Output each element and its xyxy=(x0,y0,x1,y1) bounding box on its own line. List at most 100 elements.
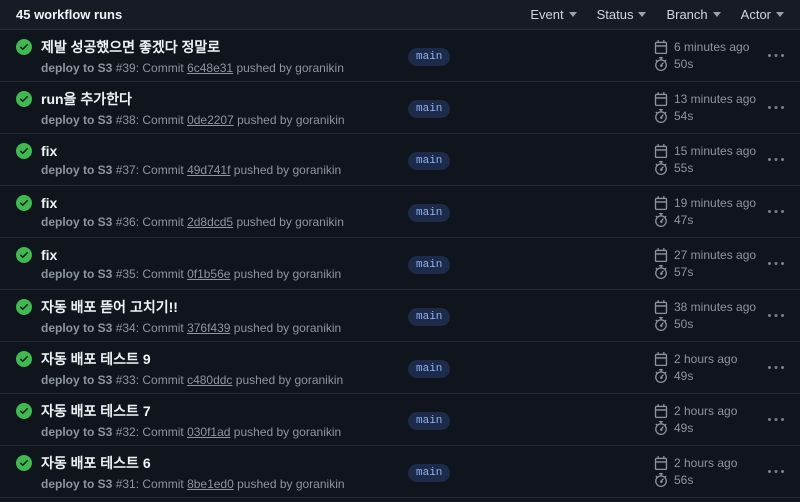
run-relative-time: 2 hours ago xyxy=(674,352,738,366)
run-relative-time: 2 hours ago xyxy=(674,404,738,418)
kebab-menu-button[interactable] xyxy=(768,100,784,116)
run-duration: 57s xyxy=(674,265,694,279)
run-duration: 49s xyxy=(674,421,694,435)
run-branch-column: main xyxy=(408,202,654,222)
run-duration: 50s xyxy=(674,317,694,331)
run-branch-column: main xyxy=(408,254,654,274)
filter-event-label: Event xyxy=(530,7,564,22)
commit-link[interactable]: c480ddc xyxy=(187,372,233,387)
filter-status[interactable]: Status xyxy=(597,7,647,22)
run-menu-column xyxy=(766,412,784,428)
workflow-name: deploy to S3 xyxy=(41,162,113,177)
run-title-link[interactable]: 자동 배포 테스트 9 xyxy=(41,350,151,367)
check-circle-icon xyxy=(16,90,32,107)
commit-link[interactable]: 2d8dcd5 xyxy=(187,214,234,229)
run-subtitle: deploy to S3 #38: Commit 0de2207 pushed … xyxy=(41,113,408,127)
run-branch-column: main xyxy=(408,462,654,482)
branch-badge[interactable]: main xyxy=(408,359,451,378)
run-main-column: 자동 배포 테스트 7 deploy to S3 #32: Commit 030… xyxy=(16,401,408,439)
run-title-link[interactable]: fix xyxy=(41,194,58,211)
run-title-link[interactable]: 제발 성공했으면 좋겠다 정말로 xyxy=(41,38,221,55)
run-menu-column xyxy=(766,464,784,480)
run-title-link[interactable]: fix xyxy=(41,246,58,263)
pushed-by-text: pushed by goranikin xyxy=(233,320,342,335)
run-title-link[interactable]: 자동 배포 테스트 6 xyxy=(41,454,151,471)
check-circle-icon xyxy=(16,246,32,263)
kebab-menu-button[interactable] xyxy=(768,152,784,168)
filter-actor-label: Actor xyxy=(740,7,771,22)
filter-branch-label: Branch xyxy=(666,7,708,22)
commit-link[interactable]: 0f1b56e xyxy=(187,266,231,281)
kebab-menu-button[interactable] xyxy=(768,204,784,220)
run-number-commit: #35: Commit xyxy=(115,266,184,281)
branch-badge[interactable]: main xyxy=(408,151,451,170)
run-subtitle: deploy to S3 #31: Commit 8be1ed0 pushed … xyxy=(41,477,408,491)
stopwatch-icon xyxy=(654,421,668,435)
pushed-by-text: pushed by goranikin xyxy=(233,162,342,177)
run-branch-column: main xyxy=(408,306,654,326)
run-main-column: run을 추가한다 deploy to S3 #38: Commit 0de22… xyxy=(16,89,408,127)
pushed-by-text: pushed by goranikin xyxy=(236,60,344,75)
run-relative-time: 2 hours ago xyxy=(674,456,738,470)
kebab-menu-button[interactable] xyxy=(768,48,784,64)
stopwatch-icon xyxy=(654,265,668,279)
run-title-link[interactable]: fix xyxy=(41,142,58,159)
check-circle-icon xyxy=(16,454,32,471)
run-duration: 55s xyxy=(674,161,694,175)
kebab-menu-button[interactable] xyxy=(768,308,784,324)
run-menu-column xyxy=(766,204,784,220)
run-number-commit: #32: Commit xyxy=(115,424,184,439)
workflow-run-row: 제발 성공했으면 좋겠다 정말로 deploy to S3 #39: Commi… xyxy=(0,30,800,82)
run-main-column: fix deploy to S3 #37: Commit 49d741f pus… xyxy=(16,142,408,177)
triangle-down-icon xyxy=(712,12,721,17)
run-subtitle: deploy to S3 #32: Commit 030f1ad pushed … xyxy=(41,425,408,439)
run-time-column: 38 minutes ago 50s xyxy=(654,300,766,331)
run-number-commit: #31: Commit xyxy=(115,476,184,491)
run-time-column: 13 minutes ago 54s xyxy=(654,92,766,123)
workflow-name: deploy to S3 xyxy=(41,112,113,127)
run-title-link[interactable]: 자동 배포 테스트 7 xyxy=(41,402,151,419)
check-circle-icon xyxy=(16,142,32,159)
kebab-menu-button[interactable] xyxy=(768,464,784,480)
calendar-icon xyxy=(654,456,668,470)
triangle-down-icon xyxy=(776,12,784,17)
run-menu-column xyxy=(766,256,784,272)
commit-link[interactable]: 0de2207 xyxy=(187,112,234,127)
branch-badge[interactable]: main xyxy=(408,463,451,482)
run-subtitle: deploy to S3 #36: Commit 2d8dcd5 pushed … xyxy=(41,215,408,229)
run-title-link[interactable]: run을 추가한다 xyxy=(41,90,132,107)
commit-link[interactable]: 49d741f xyxy=(187,162,231,177)
commit-link[interactable]: 6c48e31 xyxy=(187,60,234,75)
check-circle-icon xyxy=(16,298,32,315)
workflow-run-row: 자동 배포 테스트 6 deploy to S3 #31: Commit 8be… xyxy=(0,446,800,498)
filter-branch[interactable]: Branch xyxy=(666,7,721,22)
run-duration: 47s xyxy=(674,213,694,227)
stopwatch-icon xyxy=(654,161,668,175)
commit-link[interactable]: 030f1ad xyxy=(187,424,231,439)
branch-badge[interactable]: main xyxy=(408,99,451,118)
branch-badge[interactable]: main xyxy=(408,411,451,430)
stopwatch-icon xyxy=(654,473,668,487)
run-menu-column xyxy=(766,308,784,324)
run-number-commit: #38: Commit xyxy=(115,112,184,127)
filter-event[interactable]: Event xyxy=(530,7,577,22)
kebab-menu-button[interactable] xyxy=(768,256,784,272)
run-title-link[interactable]: 자동 배포 뜯어 고치기!! xyxy=(41,298,178,315)
filter-actor[interactable]: Actor xyxy=(741,7,784,22)
branch-badge[interactable]: main xyxy=(408,47,451,66)
stopwatch-icon xyxy=(654,317,668,331)
kebab-menu-button[interactable] xyxy=(768,412,784,428)
run-relative-time: 6 minutes ago xyxy=(674,40,750,54)
run-branch-column: main xyxy=(408,150,654,170)
triangle-down-icon xyxy=(638,12,647,17)
workflow-name: deploy to S3 xyxy=(41,372,113,387)
branch-badge[interactable]: main xyxy=(408,203,451,222)
branch-badge[interactable]: main xyxy=(408,307,451,326)
run-relative-time: 13 minutes ago xyxy=(674,92,757,106)
commit-link[interactable]: 8be1ed0 xyxy=(187,476,234,491)
commit-link[interactable]: 376f439 xyxy=(187,320,231,335)
kebab-menu-button[interactable] xyxy=(768,360,784,376)
branch-badge[interactable]: main xyxy=(408,255,451,274)
calendar-icon xyxy=(654,248,668,262)
run-number-commit: #37: Commit xyxy=(115,162,184,177)
